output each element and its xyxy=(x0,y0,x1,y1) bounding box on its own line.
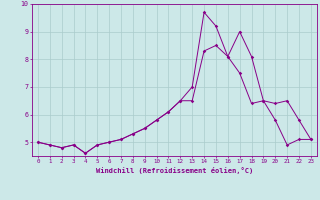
X-axis label: Windchill (Refroidissement éolien,°C): Windchill (Refroidissement éolien,°C) xyxy=(96,167,253,174)
